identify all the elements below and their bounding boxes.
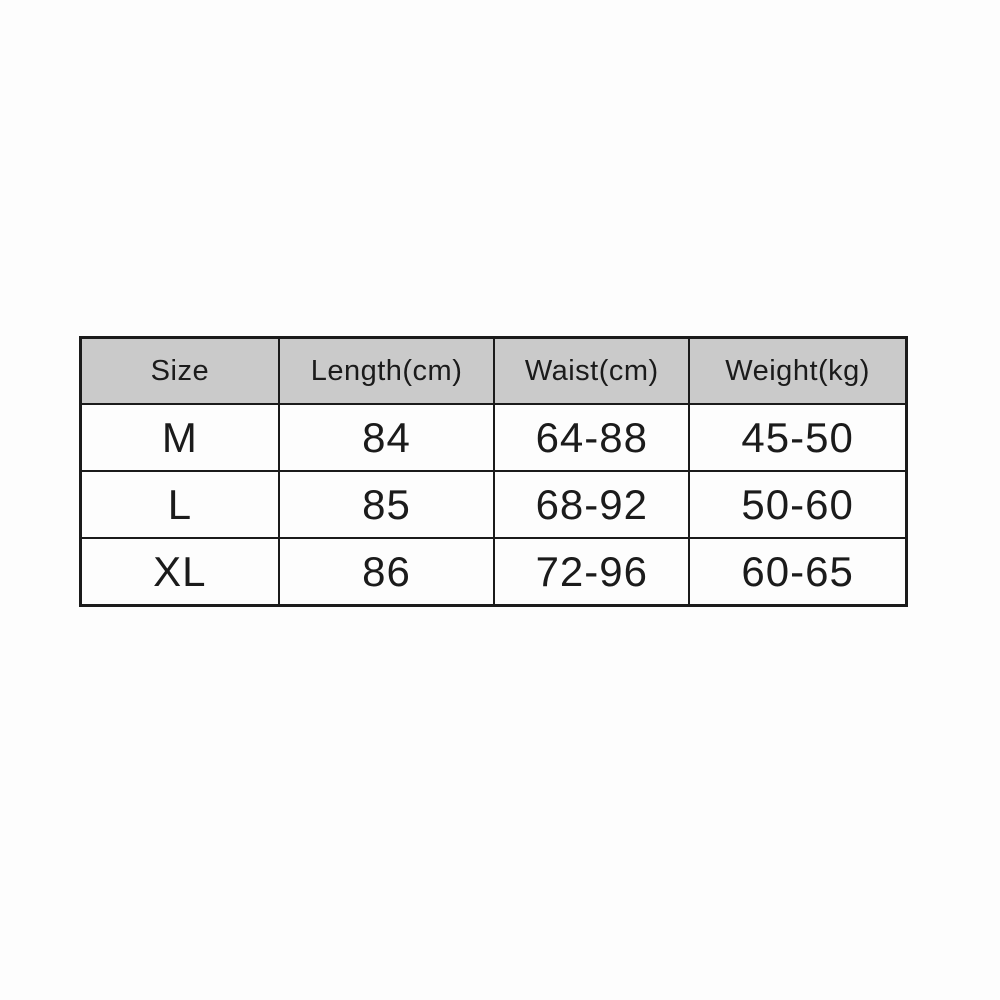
cell-weight-xl: 60-65	[688, 537, 908, 607]
table-row-m: M 84 64-88 45-50	[79, 403, 908, 472]
cell-waist-xl: 72-96	[493, 537, 691, 607]
cell-weight-m: 45-50	[688, 403, 908, 472]
cell-length-m: 84	[277, 403, 496, 472]
cell-size-xl: XL	[79, 537, 280, 607]
cell-waist-l: 68-92	[493, 470, 691, 539]
header-row: Size Length(cm) Waist(cm) Weight(kg)	[79, 336, 908, 405]
cell-length-l: 85	[277, 470, 496, 539]
size-chart-table: Size Length(cm) Waist(cm) Weight(kg) M 8…	[79, 336, 908, 607]
cell-size-l: L	[79, 470, 280, 539]
table-row-xl: XL 86 72-96 60-65	[79, 537, 908, 607]
column-header-length: Length(cm)	[277, 336, 496, 405]
cell-weight-l: 50-60	[688, 470, 908, 539]
cell-size-m: M	[79, 403, 280, 472]
column-header-size: Size	[79, 336, 280, 405]
cell-waist-m: 64-88	[493, 403, 691, 472]
cell-length-xl: 86	[277, 537, 496, 607]
table-row-l: L 85 68-92 50-60	[79, 470, 908, 539]
column-header-waist: Waist(cm)	[493, 336, 691, 405]
column-header-weight: Weight(kg)	[688, 336, 908, 405]
